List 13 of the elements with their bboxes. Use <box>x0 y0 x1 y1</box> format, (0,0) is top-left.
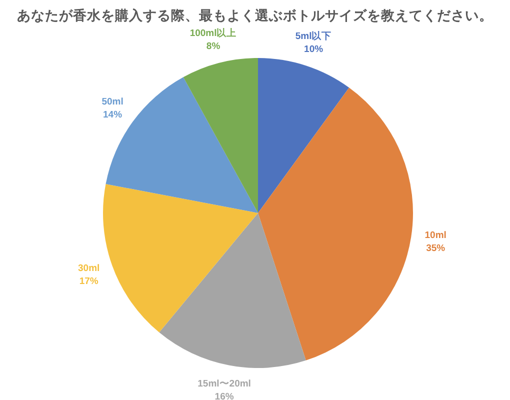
data-label: 10% <box>304 44 324 55</box>
slice-label: 100ml以上 <box>190 26 237 39</box>
data-label: 17% <box>79 276 99 287</box>
data-label: 8% <box>206 40 221 52</box>
data-label: 16% <box>214 392 234 400</box>
slice-label: 15ml〜20ml <box>198 378 251 390</box>
chart-title: あなたが香水を購入する際、最もよく選ぶボトルサイズを教えてください。 <box>17 8 493 23</box>
data-label: 35% <box>426 243 446 254</box>
slice-label: 30ml <box>78 262 100 274</box>
data-label: 14% <box>103 109 123 120</box>
slice-label: 50ml <box>102 96 124 108</box>
slice-label: 5ml以下 <box>295 30 332 42</box>
slice-label: 10ml <box>424 230 446 242</box>
